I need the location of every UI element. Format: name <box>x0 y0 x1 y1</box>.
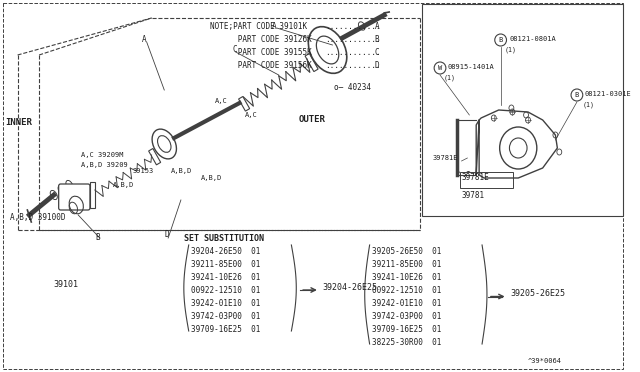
Bar <box>305 54 318 71</box>
Text: (1): (1) <box>583 101 595 108</box>
Bar <box>148 148 161 165</box>
Text: 39742-03P00  01: 39742-03P00 01 <box>372 312 441 321</box>
Text: (1): (1) <box>504 46 516 52</box>
Text: o— 40234: o— 40234 <box>335 83 371 92</box>
Text: A: A <box>142 35 147 44</box>
Text: OUTER: OUTER <box>298 115 325 124</box>
Text: 39241-10E26  01: 39241-10E26 01 <box>372 273 441 282</box>
Text: 39101: 39101 <box>54 280 79 289</box>
Text: B: B <box>499 37 503 43</box>
Text: A,B,D: A,B,D <box>200 175 221 181</box>
Bar <box>90 182 95 208</box>
Text: A,B,D 39209: A,B,D 39209 <box>81 162 128 168</box>
Text: 39241-10E26  01: 39241-10E26 01 <box>191 273 260 282</box>
Text: 39709-16E25  01: 39709-16E25 01 <box>191 325 260 334</box>
Bar <box>460 172 513 188</box>
Text: 39211-85E00  01: 39211-85E00 01 <box>372 260 441 269</box>
Text: 39742-03P00  01: 39742-03P00 01 <box>191 312 260 321</box>
Text: B: B <box>96 233 100 242</box>
Text: A,C: A,C <box>215 98 228 104</box>
Text: 39242-01E10  01: 39242-01E10 01 <box>372 299 441 308</box>
Text: B: B <box>575 92 579 98</box>
Text: 39781: 39781 <box>461 191 484 200</box>
Text: 08915-1401A: 08915-1401A <box>448 64 495 70</box>
Text: 39211-85E00  01: 39211-85E00 01 <box>191 260 260 269</box>
Text: 39204-26E25: 39204-26E25 <box>323 283 378 292</box>
Text: PART CODE 39155K: PART CODE 39155K <box>210 48 312 57</box>
Text: 39204-26E50  01: 39204-26E50 01 <box>191 247 260 256</box>
Text: 39205-26E50  01: 39205-26E50 01 <box>372 247 441 256</box>
Text: INNER: INNER <box>5 118 32 127</box>
Text: NOTE;PART CODE 39101K: NOTE;PART CODE 39101K <box>210 22 307 31</box>
Text: 39205-26E25: 39205-26E25 <box>511 289 565 298</box>
Text: A,B,D 39100D: A,B,D 39100D <box>10 213 65 222</box>
Text: ............: ............ <box>326 35 381 44</box>
FancyBboxPatch shape <box>3 3 623 369</box>
Text: ^39*0064: ^39*0064 <box>528 358 562 364</box>
Text: D: D <box>164 230 169 239</box>
Text: D: D <box>374 61 379 70</box>
Text: 39242-01E10  01: 39242-01E10 01 <box>191 299 260 308</box>
Text: 39781E: 39781E <box>461 173 489 182</box>
Text: 08121-0801A: 08121-0801A <box>509 36 556 42</box>
Text: SET SUBSTITUTION: SET SUBSTITUTION <box>184 234 264 243</box>
Text: W: W <box>438 65 442 71</box>
Text: A: A <box>374 22 379 31</box>
Text: ............: ............ <box>326 61 381 70</box>
Text: 00922-12510  01: 00922-12510 01 <box>372 286 441 295</box>
Bar <box>239 96 250 111</box>
Text: A,C: A,C <box>244 112 257 118</box>
FancyBboxPatch shape <box>59 184 90 210</box>
Text: A,C 39209M: A,C 39209M <box>81 152 124 158</box>
Text: C: C <box>233 45 237 54</box>
Text: 39781E: 39781E <box>432 155 458 161</box>
Text: PART CODE 39156K: PART CODE 39156K <box>210 61 312 70</box>
Text: 39709-16E25  01: 39709-16E25 01 <box>372 325 441 334</box>
Text: A,B,D: A,B,D <box>113 182 134 188</box>
Text: 08121-0301E: 08121-0301E <box>585 91 632 97</box>
Text: ............: ............ <box>326 48 381 57</box>
Text: 38225-30R00  01: 38225-30R00 01 <box>372 338 441 347</box>
Text: A: A <box>272 22 276 31</box>
Bar <box>422 4 623 216</box>
Text: B: B <box>374 35 379 44</box>
Text: 39153: 39153 <box>133 168 154 174</box>
Text: ............: ............ <box>326 22 381 31</box>
Text: (1): (1) <box>444 74 456 80</box>
Text: PART CODE 39126K: PART CODE 39126K <box>210 35 312 44</box>
Text: A,B,D: A,B,D <box>171 168 193 174</box>
Text: C: C <box>374 48 379 57</box>
Text: 00922-12510  01: 00922-12510 01 <box>191 286 260 295</box>
